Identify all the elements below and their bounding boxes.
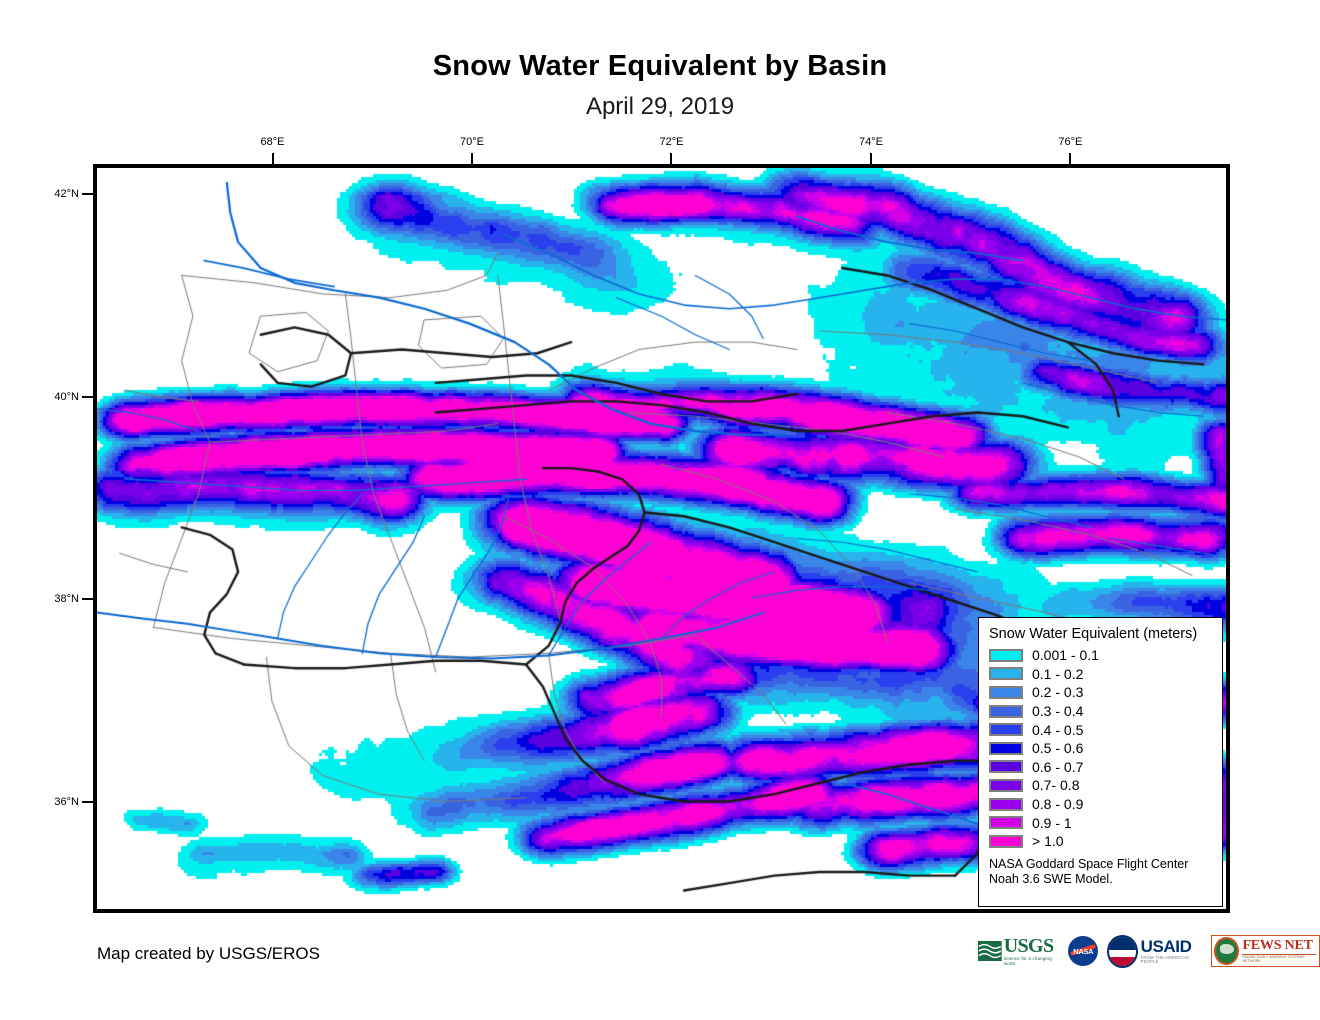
legend-entry: 0.9 - 1 (989, 813, 1212, 832)
map-frame[interactable] (93, 164, 1230, 913)
longitude-tick (471, 153, 473, 164)
legend-entry-label: 0.3 - 0.4 (1032, 703, 1084, 720)
legend-entry: 0.001 - 0.1 (989, 646, 1212, 665)
legend-entries: 0.001 - 0.1 0.1 - 0.2 0.2 - 0.3 0.3 - 0.4 0.… (989, 646, 1212, 851)
latitude-label: 38°N (54, 593, 79, 606)
legend-source-line-2: Noah 3.6 SWE Model. (989, 872, 1113, 887)
legend-color-swatch (989, 760, 1023, 774)
legend-entry: 0.2 - 0.3 (989, 683, 1212, 702)
usaid-seal-icon (1107, 934, 1138, 968)
legend-color-swatch (989, 834, 1023, 848)
legend-color-swatch (989, 704, 1023, 718)
usaid-wordmark: USAID (1140, 936, 1192, 956)
longitude-tick (271, 153, 274, 164)
legend-color-swatch (989, 741, 1023, 755)
legend-color-swatch (989, 797, 1023, 811)
legend-color-swatch (989, 778, 1023, 792)
legend-entry: 0.3 - 0.4 (989, 702, 1212, 721)
legend-entry: 0.1 - 0.2 (989, 665, 1212, 684)
longitude-label: 68°E (260, 136, 285, 148)
legend-color-swatch (989, 723, 1023, 737)
legend-entry-label: 0.5 - 0.6 (1032, 740, 1084, 757)
latitude-tick (82, 800, 93, 803)
legend-entry-label: 0.8 - 0.9 (1032, 796, 1084, 813)
legend-color-swatch (989, 685, 1023, 699)
longitude-tick (670, 153, 673, 164)
usaid-tagline: FROM THE AMERICAN PEOPLE (1140, 955, 1189, 965)
nasa-logo: NASA (1068, 934, 1099, 968)
legend-color-swatch (989, 648, 1023, 662)
usgs-tagline: science for a changing world (1003, 955, 1052, 966)
latitude-tick (82, 395, 93, 398)
usgs-logo: USGS science for a changing world (978, 934, 1059, 968)
usgs-wordmark: USGS (1003, 934, 1054, 957)
legend-entry-label: 0.1 - 0.2 (1032, 665, 1084, 682)
legend-source-line-1: NASA Goddard Space Flight Center (989, 856, 1189, 871)
nasa-wordmark: NASA (1073, 946, 1094, 956)
usgs-wave-icon (978, 940, 1002, 962)
legend-entry-label: 0.001 - 0.1 (1032, 647, 1099, 664)
legend-entry: 0.4 - 0.5 (989, 720, 1212, 739)
longitude-tick (869, 153, 872, 164)
legend-entry: 0.6 - 0.7 (989, 758, 1212, 777)
footer-credit: Map created by USGS/EROS (97, 944, 320, 963)
legend-title: Snow Water Equivalent (meters) (989, 626, 1198, 642)
legend-panel: Snow Water Equivalent (meters) 0.001 - 0… (978, 617, 1223, 907)
legend-entry-label: 0.4 - 0.5 (1032, 721, 1084, 738)
latitude-label: 40°N (54, 390, 79, 403)
logo-strip: USGS science for a changing world NASA U… (978, 932, 1320, 970)
latitude-label: 36°N (54, 795, 79, 808)
fews-globe-icon (1213, 937, 1240, 965)
legend-entry-label: 0.7- 0.8 (1032, 777, 1080, 794)
longitude-label: 72°E (659, 136, 684, 148)
longitude-label: 74°E (858, 136, 883, 148)
longitude-label: 70°E (460, 136, 484, 148)
legend-entry-label: 0.2 - 0.3 (1032, 684, 1084, 701)
legend-entry: 0.5 - 0.6 (989, 739, 1212, 758)
usaid-logo: USAID FROM THE AMERICAN PEOPLE (1107, 934, 1202, 968)
latitude-label: 42°N (54, 188, 79, 201)
fews-net-logo: FEWS NET FAMINE EARLY WARNING SYSTEMS NE… (1210, 934, 1320, 968)
legend-entry: > 1.0 (989, 832, 1212, 851)
legend-entry-label: 0.9 - 1 (1032, 814, 1072, 831)
longitude-tick (1069, 153, 1072, 164)
legend-color-swatch (989, 816, 1023, 830)
legend-entry-label: 0.6 - 0.7 (1032, 758, 1084, 775)
fews-net-wordmark: FEWS NET (1242, 937, 1313, 953)
legend-entry: 0.7- 0.8 (989, 776, 1212, 795)
legend-color-swatch (989, 667, 1023, 681)
latitude-tick (82, 598, 93, 601)
latitude-tick (82, 193, 93, 196)
legend-entry-label: > 1.0 (1032, 833, 1064, 850)
legend-entry: 0.8 - 0.9 (989, 795, 1212, 814)
fews-net-tagline: FAMINE EARLY WARNING SYSTEMS NETWORK (1242, 954, 1316, 963)
longitude-label: 76°E (1058, 136, 1083, 148)
legend-source: NASA Goddard Space Flight Center Noah 3.… (989, 857, 1212, 888)
page-subtitle: April 29, 2019 (585, 93, 735, 120)
page-title: Snow Water Equivalent by Basin (432, 50, 888, 82)
